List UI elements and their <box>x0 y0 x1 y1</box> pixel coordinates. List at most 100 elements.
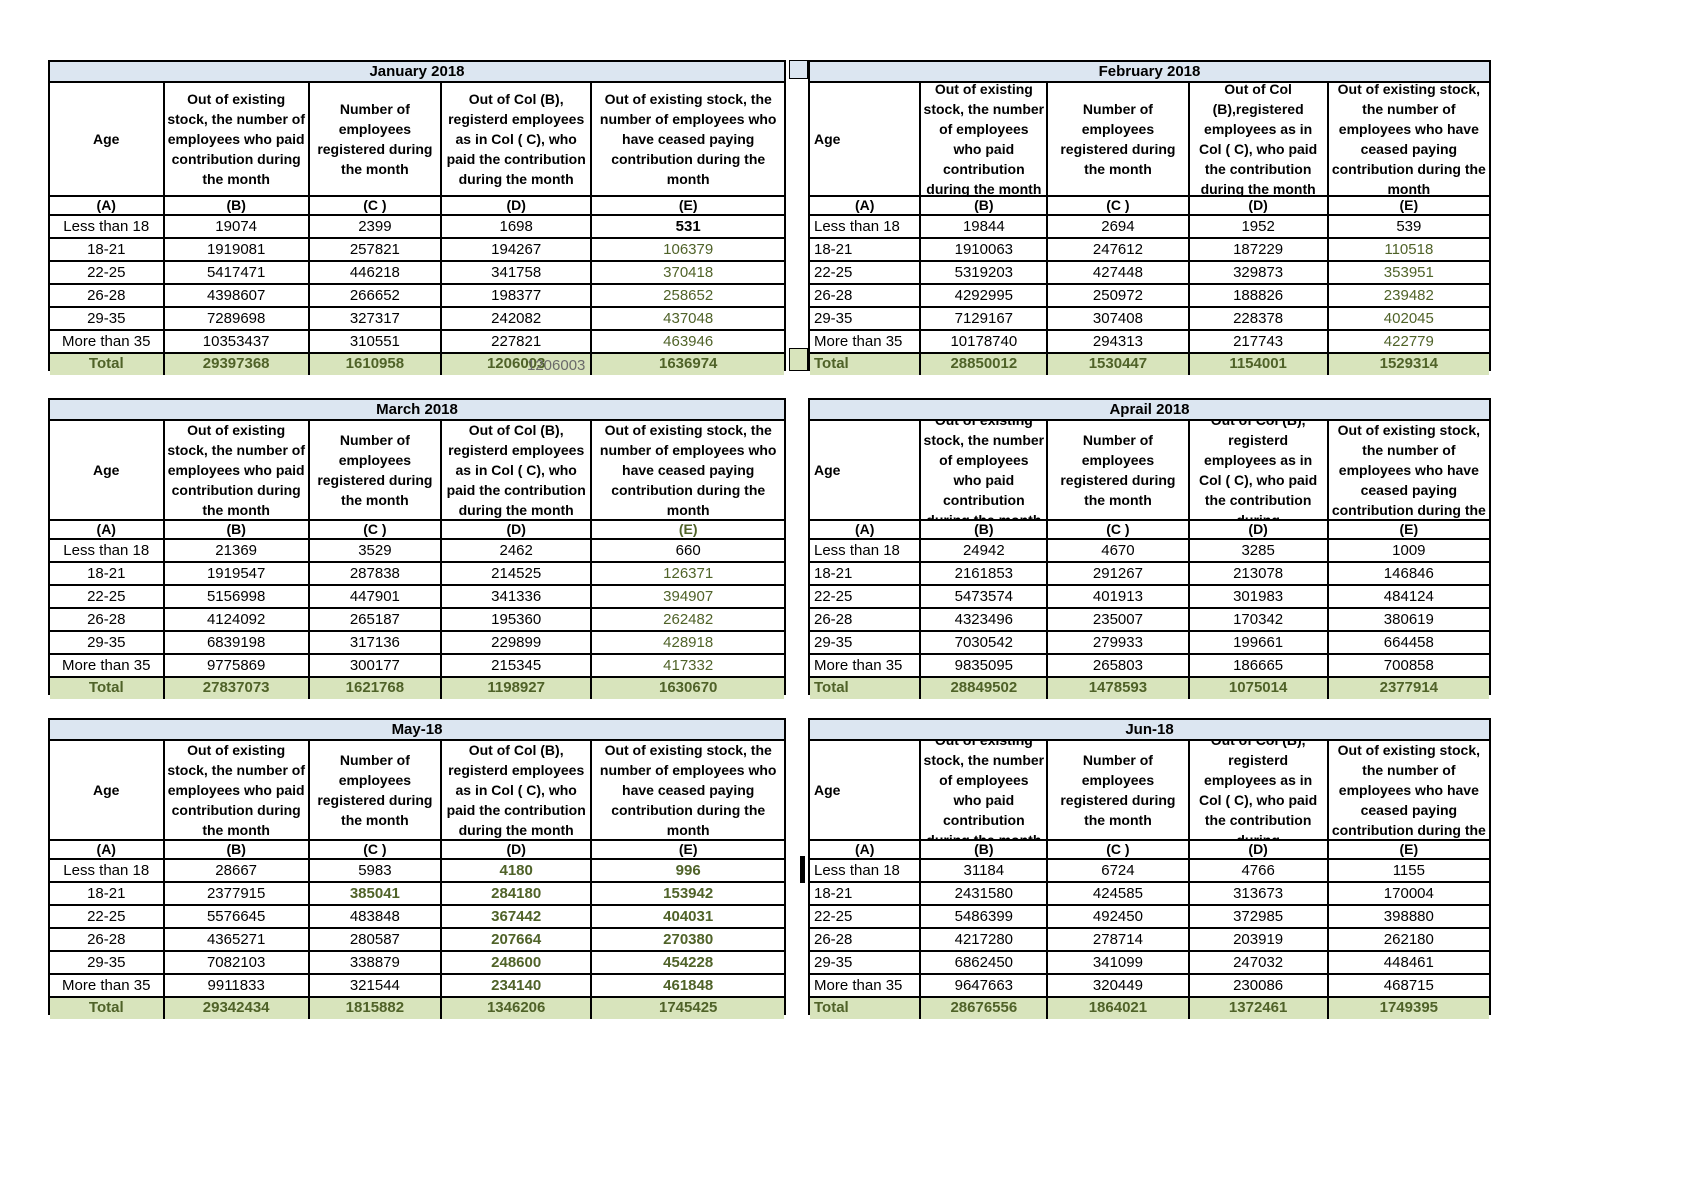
age-label-cell[interactable]: 29-35 <box>50 308 165 329</box>
age-label-cell[interactable]: 29-35 <box>810 632 922 653</box>
total-value-cell[interactable]: 1749395 <box>1379 999 1439 1016</box>
value-cell[interactable]: 257821 <box>310 239 442 260</box>
value-cell[interactable]: 427448 <box>1048 262 1190 283</box>
value-cell[interactable]: 3285 <box>1190 540 1329 561</box>
value-cell[interactable]: 7082103 <box>165 952 310 973</box>
total-value-cell[interactable]: 2377914 <box>1379 679 1439 696</box>
age-label-cell[interactable]: 26-28 <box>50 609 165 630</box>
age-label-cell[interactable]: 22-25 <box>810 586 922 607</box>
value-cell[interactable]: 228378 <box>1190 308 1329 329</box>
value-cell[interactable]: 31184 <box>921 860 1049 881</box>
age-label-cell[interactable]: More than 35 <box>50 655 165 676</box>
value-cell[interactable]: 207664 <box>442 929 593 950</box>
age-label-cell[interactable]: More than 35 <box>50 975 165 996</box>
value-cell[interactable]: 484124 <box>1383 588 1434 605</box>
age-label-cell[interactable]: Less than 18 <box>50 216 165 237</box>
value-cell[interactable]: 422779 <box>1383 333 1434 350</box>
value-cell[interactable]: 454228 <box>663 954 714 971</box>
value-cell[interactable]: 4398607 <box>165 285 310 306</box>
age-label-cell[interactable]: 22-25 <box>50 262 165 283</box>
total-value-cell[interactable]: 1610958 <box>310 354 442 375</box>
value-cell[interactable]: 700858 <box>1383 657 1434 674</box>
total-value-cell[interactable]: 28849502 <box>921 678 1049 699</box>
value-cell[interactable]: 265187 <box>310 609 442 630</box>
value-cell[interactable]: 1919547 <box>165 563 310 584</box>
value-cell[interactable]: 9775869 <box>165 655 310 676</box>
value-cell[interactable]: 213078 <box>1190 563 1329 584</box>
value-cell[interactable]: 10178740 <box>921 331 1049 352</box>
value-cell[interactable]: 437048 <box>663 310 714 327</box>
value-cell[interactable]: 483848 <box>310 906 442 927</box>
total-value-cell[interactable]: 1815882 <box>310 998 442 1019</box>
total-value-cell[interactable]: 1154001 <box>1190 354 1329 375</box>
total-value-cell[interactable]: 1478593 <box>1048 678 1190 699</box>
value-cell[interactable]: 5576645 <box>165 906 310 927</box>
value-cell[interactable]: 28667 <box>165 860 310 881</box>
age-label-cell[interactable]: 18-21 <box>810 239 922 260</box>
value-cell[interactable]: 463946 <box>663 333 714 350</box>
value-cell[interactable]: 21369 <box>165 540 310 561</box>
value-cell[interactable]: 367442 <box>442 906 593 927</box>
value-cell[interactable]: 230086 <box>1190 975 1329 996</box>
total-value-cell[interactable]: 29342434 <box>165 998 310 1019</box>
value-cell[interactable]: 198377 <box>442 285 593 306</box>
value-cell[interactable]: 301983 <box>1190 586 1329 607</box>
value-cell[interactable]: 4365271 <box>165 929 310 950</box>
value-cell[interactable]: 248600 <box>442 952 593 973</box>
value-cell[interactable]: 370418 <box>663 264 714 281</box>
total-value-cell[interactable]: 28676556 <box>921 998 1049 1019</box>
value-cell[interactable]: 146846 <box>1383 565 1434 582</box>
value-cell[interactable]: 4323496 <box>921 609 1049 630</box>
value-cell[interactable]: 187229 <box>1190 239 1329 260</box>
value-cell[interactable]: 242082 <box>442 308 593 329</box>
age-label-cell[interactable]: 26-28 <box>810 609 922 630</box>
value-cell[interactable]: 1952 <box>1190 216 1329 237</box>
value-cell[interactable]: 428918 <box>663 634 714 651</box>
value-cell[interactable]: 398880 <box>1383 908 1434 925</box>
value-cell[interactable]: 341099 <box>1048 952 1190 973</box>
value-cell[interactable]: 461848 <box>663 977 714 994</box>
value-cell[interactable]: 996 <box>675 862 701 879</box>
value-cell[interactable]: 2462 <box>442 540 593 561</box>
value-cell[interactable]: 217743 <box>1190 331 1329 352</box>
value-cell[interactable]: 1919081 <box>165 239 310 260</box>
value-cell[interactable]: 203919 <box>1190 929 1329 950</box>
value-cell[interactable]: 153942 <box>663 885 714 902</box>
value-cell[interactable]: 262180 <box>1383 931 1434 948</box>
age-label-cell[interactable]: 18-21 <box>50 239 165 260</box>
total-value-cell[interactable]: 1745425 <box>658 999 718 1016</box>
value-cell[interactable]: 447901 <box>310 586 442 607</box>
value-cell[interactable]: 341336 <box>442 586 593 607</box>
age-label-cell[interactable]: Less than 18 <box>810 860 922 881</box>
value-cell[interactable]: 3529 <box>310 540 442 561</box>
total-label[interactable]: Total <box>50 998 165 1019</box>
value-cell[interactable]: 5486399 <box>921 906 1049 927</box>
value-cell[interactable]: 2377915 <box>165 883 310 904</box>
value-cell[interactable]: 266652 <box>310 285 442 306</box>
value-cell[interactable]: 170004 <box>1383 885 1434 902</box>
value-cell[interactable]: 235007 <box>1048 609 1190 630</box>
value-cell[interactable]: 660 <box>675 542 701 559</box>
value-cell[interactable]: 250972 <box>1048 285 1190 306</box>
age-label-cell[interactable]: 26-28 <box>50 929 165 950</box>
age-label-cell[interactable]: 18-21 <box>810 563 922 584</box>
total-label[interactable]: Total <box>810 678 922 699</box>
value-cell[interactable]: 199661 <box>1190 632 1329 653</box>
value-cell[interactable]: 186665 <box>1190 655 1329 676</box>
value-cell[interactable]: 1698 <box>442 216 593 237</box>
value-cell[interactable]: 6862450 <box>921 952 1049 973</box>
value-cell[interactable]: 4766 <box>1190 860 1329 881</box>
value-cell[interactable]: 424585 <box>1048 883 1190 904</box>
total-label[interactable]: Total <box>50 354 165 375</box>
value-cell[interactable]: 2399 <box>310 216 442 237</box>
age-label-cell[interactable]: More than 35 <box>810 975 922 996</box>
value-cell[interactable]: 4670 <box>1048 540 1190 561</box>
total-value-cell[interactable]: 1075014 <box>1190 678 1329 699</box>
value-cell[interactable]: 1009 <box>1392 542 1426 559</box>
age-label-cell[interactable]: Less than 18 <box>810 216 922 237</box>
age-label-cell[interactable]: More than 35 <box>50 331 165 352</box>
value-cell[interactable]: 372985 <box>1190 906 1329 927</box>
value-cell[interactable]: 291267 <box>1048 563 1190 584</box>
value-cell[interactable]: 539 <box>1396 218 1422 235</box>
value-cell[interactable]: 2694 <box>1048 216 1190 237</box>
